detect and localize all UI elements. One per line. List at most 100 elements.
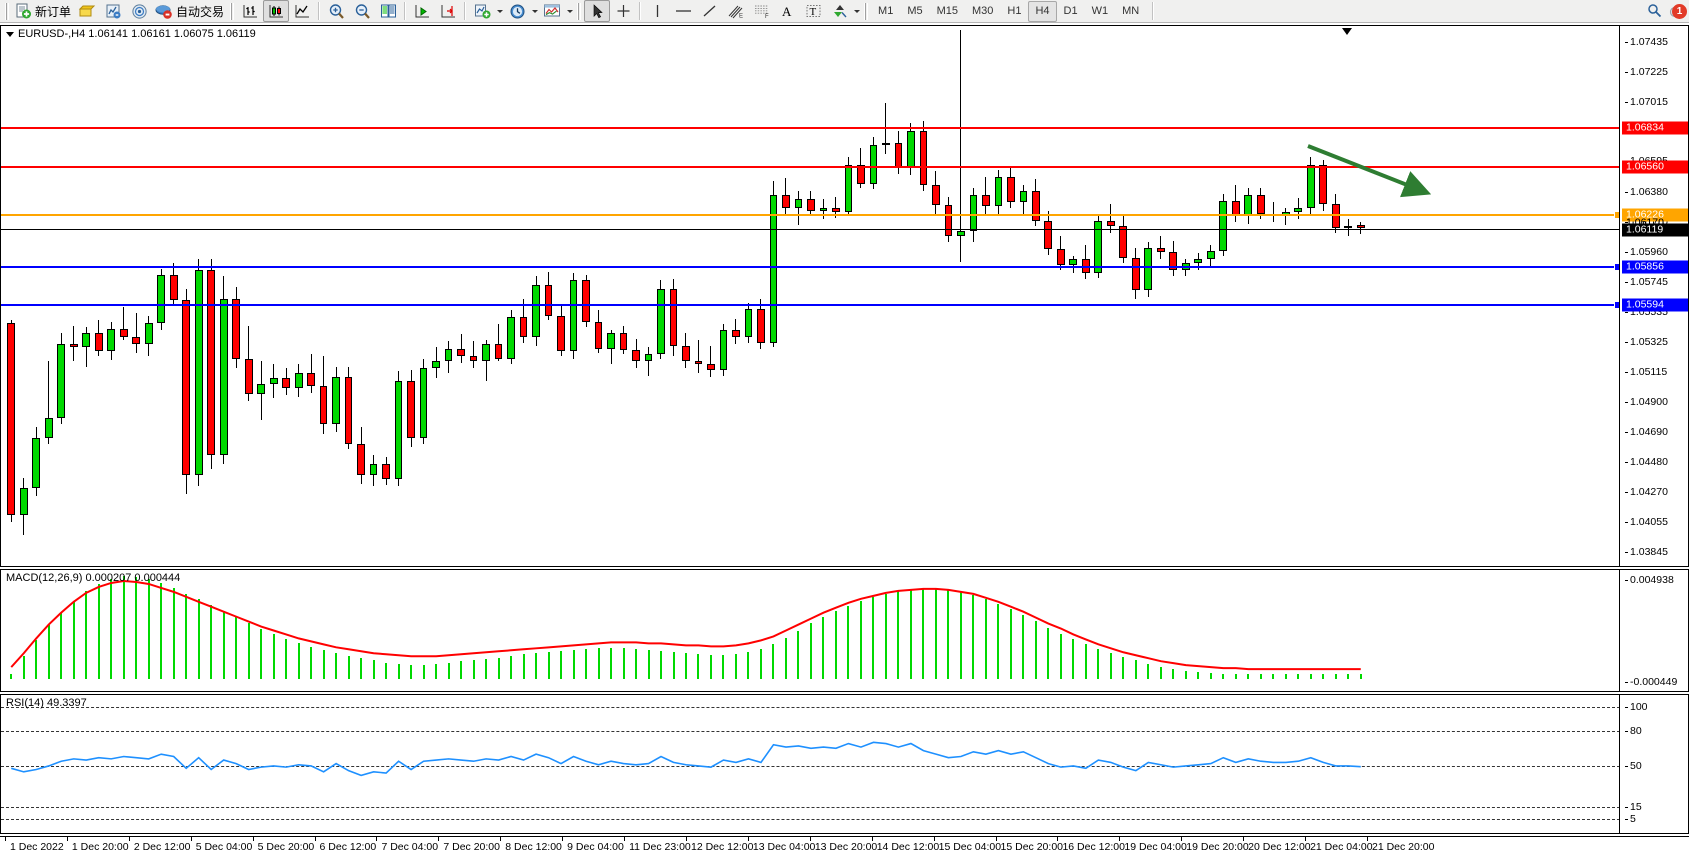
level-line-resistance[interactable] bbox=[1, 127, 1620, 130]
text-label-icon[interactable]: A bbox=[774, 0, 800, 22]
level-drag-handle[interactable] bbox=[1614, 300, 1620, 309]
data-grid-icon[interactable] bbox=[375, 0, 401, 22]
time-axis-label: 12 Dec 12:00 bbox=[685, 836, 754, 853]
candle-body bbox=[1256, 195, 1265, 214]
data-window-button[interactable] bbox=[100, 0, 126, 22]
arrows-shapes-icon[interactable] bbox=[826, 0, 852, 22]
candle-body bbox=[382, 463, 390, 480]
timeframe-m30[interactable]: M30 bbox=[972, 5, 994, 17]
bar-chart-icon[interactable] bbox=[237, 0, 263, 22]
candle bbox=[1219, 26, 1228, 566]
candle bbox=[1206, 26, 1215, 566]
timeframe-mn[interactable]: MN bbox=[1122, 5, 1140, 17]
timeframe-w1[interactable]: W1 bbox=[1091, 5, 1109, 17]
candle bbox=[894, 26, 903, 566]
text-box-icon[interactable]: T bbox=[800, 0, 826, 22]
rsi-plot[interactable] bbox=[1, 695, 1620, 833]
candle bbox=[719, 26, 728, 566]
macd-histogram-bar bbox=[984, 598, 987, 679]
chart-area[interactable]: EURUSD-,H4 1.06141 1.06161 1.06075 1.061… bbox=[0, 23, 1689, 858]
fibonacci-icon[interactable]: F bbox=[748, 0, 774, 22]
period-clock-icon[interactable] bbox=[504, 0, 530, 22]
macd-histogram-bar bbox=[272, 633, 275, 679]
auto-scroll-icon[interactable] bbox=[409, 0, 435, 22]
price-plot[interactable] bbox=[1, 26, 1620, 566]
shapes-dropdown-arrow[interactable] bbox=[852, 1, 861, 21]
macd-plot[interactable] bbox=[1, 570, 1620, 691]
open-data-button[interactable] bbox=[74, 0, 100, 22]
macd-histogram-bar bbox=[822, 617, 825, 679]
level-line-bid[interactable] bbox=[1, 228, 1620, 230]
timeframe-d1[interactable]: D1 bbox=[1063, 5, 1078, 17]
macd-histogram-bar bbox=[685, 653, 687, 679]
line-chart-icon[interactable] bbox=[289, 0, 315, 22]
chart-menu-triangle-icon[interactable] bbox=[6, 31, 14, 37]
candle-body bbox=[432, 361, 440, 369]
macd-histogram-bar bbox=[447, 662, 450, 679]
toolbar-grip-2[interactable] bbox=[230, 2, 235, 20]
candle bbox=[832, 26, 840, 566]
candle-body bbox=[1044, 220, 1053, 250]
zoom-in-icon[interactable] bbox=[323, 0, 349, 22]
horizontal-line-icon[interactable] bbox=[670, 0, 696, 22]
toolbar-grip-4[interactable] bbox=[864, 2, 869, 20]
notifications-icon[interactable]: 1 bbox=[1668, 4, 1687, 19]
chart-header-text: EURUSD-,H4 1.06141 1.06161 1.06075 1.061… bbox=[18, 28, 256, 40]
candle bbox=[844, 26, 853, 566]
search-icon[interactable] bbox=[1647, 3, 1662, 21]
cursor-icon[interactable] bbox=[584, 0, 611, 22]
vertical-line-icon[interactable] bbox=[644, 0, 670, 22]
equidistant-channel-icon[interactable]: E bbox=[722, 0, 748, 22]
macd-signal-line bbox=[10, 579, 1361, 671]
templates-dropdown-arrow[interactable] bbox=[565, 1, 574, 21]
zoom-out-icon[interactable] bbox=[349, 0, 375, 22]
timeframe-h1[interactable]: H1 bbox=[1007, 5, 1022, 17]
time-axis-label: 21 Dec 20:00 bbox=[1366, 836, 1435, 853]
candle bbox=[1319, 26, 1328, 566]
toolbar-grip-3[interactable] bbox=[577, 2, 582, 20]
candle bbox=[1244, 26, 1253, 566]
market-watch-button[interactable] bbox=[126, 0, 152, 22]
level-drag-handle[interactable] bbox=[1614, 263, 1620, 272]
candle bbox=[432, 26, 440, 566]
chart-shift-icon[interactable] bbox=[435, 0, 461, 22]
candle bbox=[707, 26, 715, 566]
level-line-support[interactable] bbox=[1, 303, 1620, 306]
auto-trading-button[interactable]: 自动交易 bbox=[152, 0, 227, 22]
rsi-pane[interactable]: RSI(14) 49.3397 100 80 50 15 5 bbox=[0, 694, 1689, 834]
level-line-pivot[interactable] bbox=[1, 213, 1620, 216]
indicators-icon[interactable] bbox=[469, 0, 495, 22]
indicators-dropdown-arrow[interactable] bbox=[495, 1, 504, 21]
level-line-resistance[interactable] bbox=[1, 166, 1620, 169]
crosshair-icon[interactable] bbox=[610, 0, 636, 22]
macd-histogram-bar bbox=[1009, 608, 1012, 679]
macd-histogram-bar bbox=[772, 643, 775, 679]
candle-body bbox=[257, 384, 266, 395]
price-pane[interactable]: EURUSD-,H4 1.06141 1.06161 1.06075 1.061… bbox=[0, 25, 1689, 567]
macd-histogram-bar bbox=[1034, 621, 1037, 679]
timeframe-m5[interactable]: M5 bbox=[907, 5, 923, 17]
macd-pane[interactable]: MACD(12,26,9) 0.000207 0.000444 0.004938… bbox=[0, 569, 1689, 692]
period-dropdown-arrow[interactable] bbox=[530, 1, 539, 21]
candlestick-chart-icon[interactable] bbox=[263, 0, 290, 22]
level-drag-handle[interactable] bbox=[1614, 210, 1620, 219]
candle-wick bbox=[697, 340, 699, 373]
level-line-support[interactable] bbox=[1, 266, 1620, 269]
candle-body bbox=[1344, 226, 1353, 229]
candle bbox=[1356, 26, 1365, 566]
macd-histogram-bar bbox=[1022, 615, 1025, 679]
timeframe-h4[interactable]: H4 bbox=[1028, 0, 1057, 22]
candle-body bbox=[1156, 247, 1165, 252]
time-axis[interactable]: 1 Dec 2022 1 Dec 20:00 2 Dec 12:00 5 Dec 04… bbox=[0, 836, 1689, 858]
new-order-button[interactable]: 新订单 bbox=[12, 0, 74, 22]
candle bbox=[657, 26, 665, 566]
candle bbox=[332, 26, 340, 566]
timeframe-m1[interactable]: M1 bbox=[878, 5, 894, 17]
timeframe-m15[interactable]: M15 bbox=[936, 5, 958, 17]
price-axis[interactable]: 1.074351.072251.070151.068051.065951.063… bbox=[1619, 26, 1688, 566]
macd-histogram-bar bbox=[210, 604, 213, 679]
candle-body bbox=[794, 199, 803, 208]
trendline-icon[interactable] bbox=[696, 0, 722, 22]
toolbar-grip[interactable] bbox=[5, 2, 9, 20]
templates-icon[interactable] bbox=[539, 0, 565, 22]
